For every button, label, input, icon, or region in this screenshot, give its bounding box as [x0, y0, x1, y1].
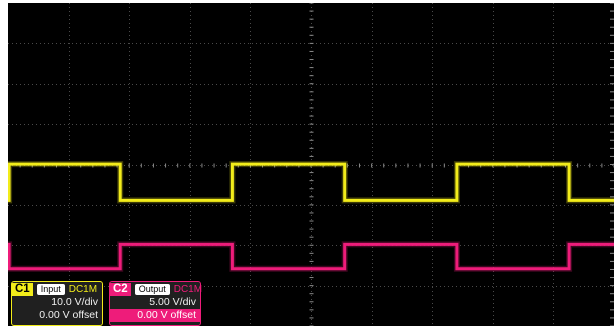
- channel-1-label: Input: [36, 283, 65, 295]
- waveform-plot: [8, 3, 614, 326]
- channel-2-scale: 5.00 V/div: [149, 296, 196, 308]
- traces: [8, 161, 614, 272]
- trace-output: [8, 242, 614, 271]
- channel-2-descriptor[interactable]: C2 Output DC1M 5.00 V/div 0.00 V offset: [109, 281, 203, 326]
- channel-1-scale: 10.0 V/div: [51, 296, 98, 308]
- channel-2-header: C2 Output DC1M: [110, 282, 203, 296]
- channel-2-number: C2: [110, 282, 131, 296]
- trace-input-noise: [8, 161, 614, 204]
- trace-output-noise: [8, 241, 614, 272]
- channel-1-number: C1: [12, 282, 33, 296]
- trace-input: [8, 162, 614, 202]
- channel-2-offset: 0.00 V offset: [110, 309, 200, 322]
- channel-2-label: Output: [134, 283, 170, 295]
- channel-1-coupling: DC1M: [68, 283, 98, 295]
- channel-1-header: C1 Input DC1M: [12, 282, 102, 296]
- waveform-display[interactable]: C1 Input DC1M 10.0 V/div 0.00 V offset C…: [8, 3, 614, 326]
- channel-2-coupling: DC1M: [173, 283, 203, 295]
- channel-1-descriptor[interactable]: C1 Input DC1M 10.0 V/div 0.00 V offset: [11, 281, 103, 326]
- channel-1-offset: 0.00 V offset: [39, 309, 98, 321]
